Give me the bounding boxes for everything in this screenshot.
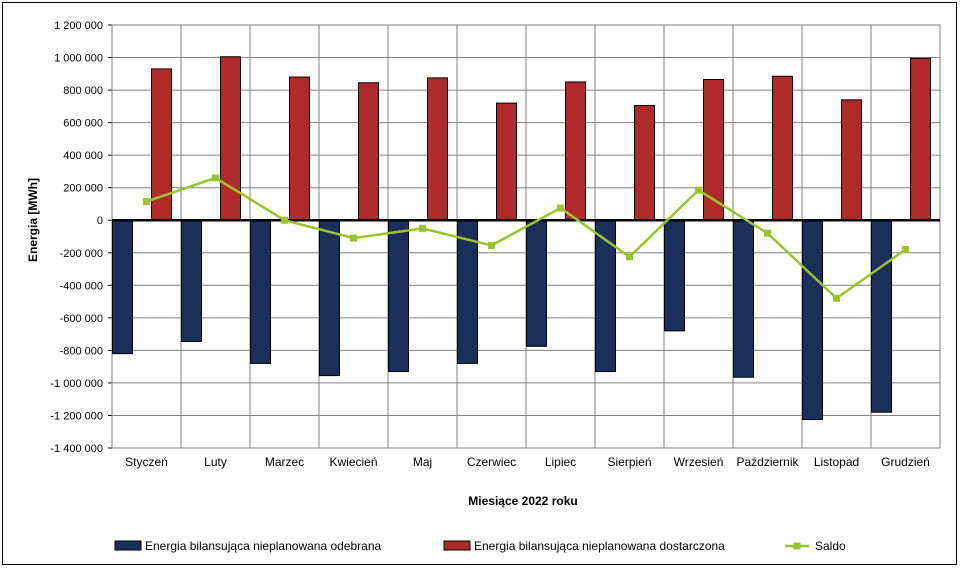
y-tick-label: -600 000	[60, 313, 103, 325]
legend-label: Energia bilansująca nieplanowana odebran…	[145, 539, 382, 553]
bar-dostarczona	[358, 82, 379, 221]
bar-odebrana	[319, 219, 340, 377]
y-tick-label: -1 000 000	[50, 378, 103, 390]
y-tick-label: 0	[97, 215, 103, 227]
legend: Energia bilansująca nieplanowana odebran…	[114, 539, 846, 553]
bar-dostarczona	[841, 99, 862, 221]
bar-dostarczona	[910, 57, 931, 221]
saldo-point	[143, 198, 150, 206]
saldo-point	[626, 253, 633, 261]
legend-swatch	[443, 540, 471, 551]
x-tick-label: Sierpień	[607, 455, 651, 469]
x-tick-label: Czerwiec	[467, 455, 516, 469]
x-tick-label: Luty	[204, 455, 227, 469]
x-tick-label: Październik	[736, 455, 799, 469]
bar-odebrana	[802, 219, 823, 421]
x-tick-label: Styczeń	[125, 455, 168, 469]
y-tick-label: 200 000	[63, 183, 103, 195]
y-tick-label: 800 000	[63, 85, 103, 97]
y-tick-label: 1 200 000	[54, 20, 103, 32]
y-tick-label: -800 000	[60, 345, 103, 357]
x-tick-label: Marzec	[265, 455, 304, 469]
y-tick-label: 600 000	[63, 118, 103, 130]
x-tick-label: Grudzień	[881, 455, 930, 469]
saldo-point	[350, 234, 357, 242]
y-axis-title: Energia [MWh]	[26, 178, 40, 262]
y-tick-label: 400 000	[63, 150, 103, 162]
bar-odebrana	[664, 219, 685, 332]
x-tick-label: Maj	[413, 455, 432, 469]
saldo-point	[557, 204, 564, 212]
y-tick-label: -1 400 000	[50, 443, 103, 455]
saldo-point	[488, 241, 495, 249]
x-tick-label: Lipiec	[545, 455, 576, 469]
legend-marker	[793, 542, 801, 550]
bar-dostarczona	[634, 105, 655, 221]
bar-odebrana	[250, 219, 271, 364]
y-tick-label: -400 000	[60, 280, 103, 292]
bar-dostarczona	[496, 102, 517, 221]
saldo-point	[695, 186, 702, 194]
saldo-point	[833, 294, 840, 302]
bar-odebrana	[871, 219, 892, 413]
bar-dostarczona	[565, 81, 586, 221]
y-tick-label: -200 000	[60, 248, 103, 260]
saldo-point	[212, 174, 219, 182]
saldo-line	[143, 174, 909, 302]
legend-label: Energia bilansująca nieplanowana dostarc…	[474, 539, 725, 553]
bar-odebrana	[112, 219, 133, 355]
y-tick-label: -1 200 000	[50, 410, 103, 422]
y-tick-labels: 1 200 000 1 000 000 800 000 600 000 400 000 2…	[50, 20, 103, 455]
chart-frame	[2, 2, 957, 565]
y-tick-label: 1 000 000	[54, 53, 103, 65]
x-tick-label: Listopad	[814, 455, 859, 469]
bar-odebrana	[181, 219, 202, 342]
saldo-point	[764, 229, 771, 237]
legend-swatch	[114, 540, 142, 551]
saldo-point	[419, 224, 426, 232]
bar-odebrana	[733, 219, 754, 378]
x-tick-labels: Styczeń Luty Marzec Kwiecień Maj Czerwiec Lipi…	[125, 455, 930, 469]
legend-label: Saldo	[815, 539, 846, 553]
bars	[112, 56, 931, 421]
bar-odebrana	[388, 219, 409, 373]
bar-odebrana	[526, 219, 547, 347]
saldo-point	[902, 246, 909, 254]
saldo-point	[281, 216, 288, 224]
x-tick-label: Wrzesień	[674, 455, 724, 469]
bar-dostarczona	[289, 76, 310, 221]
bar-dostarczona	[772, 75, 793, 221]
bar-odebrana	[595, 219, 616, 373]
bar-dostarczona	[220, 56, 241, 221]
bar-dostarczona	[427, 77, 448, 221]
x-axis-title: Miesiące 2022 roku	[468, 494, 577, 508]
saldo-line-path	[146, 176, 907, 300]
x-tick-label: Kwiecień	[329, 455, 377, 469]
